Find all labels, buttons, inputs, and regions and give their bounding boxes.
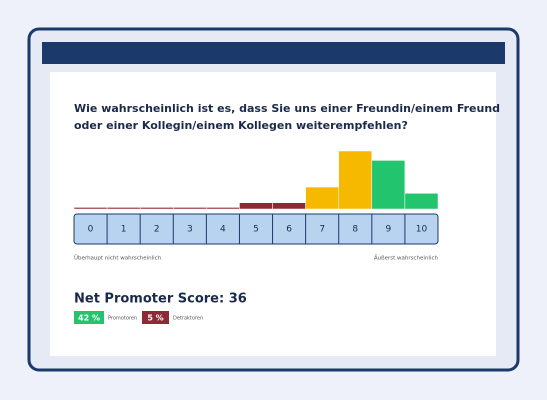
scale-number: 4 bbox=[220, 225, 226, 235]
scale-number: 6 bbox=[286, 225, 292, 235]
badge bbox=[142, 311, 169, 324]
scale-number: 0 bbox=[88, 225, 94, 235]
badge bbox=[74, 311, 104, 324]
nps-score: Net Promoter Score: 36 bbox=[74, 292, 247, 307]
bar bbox=[106, 207, 141, 210]
scale-number: 8 bbox=[352, 225, 358, 235]
window-header bbox=[42, 42, 505, 64]
bar bbox=[206, 207, 240, 210]
bar bbox=[139, 207, 174, 210]
question-line: Wie wahrscheinlich ist es, dass Sie uns … bbox=[74, 102, 500, 115]
scale-label-low: Überhaupt nicht wahrscheinlich bbox=[74, 255, 162, 262]
scale-label-high: Äußerst wahrscheinlich bbox=[374, 255, 439, 262]
badge-label: Promotoren bbox=[108, 316, 137, 322]
badge-value: 42 % bbox=[78, 314, 100, 323]
scale-number: 10 bbox=[416, 225, 428, 235]
bar bbox=[239, 202, 273, 210]
scale-number: 9 bbox=[385, 225, 391, 235]
bar bbox=[338, 150, 373, 210]
scale-box bbox=[73, 213, 439, 245]
bar bbox=[305, 186, 339, 210]
question-line: oder einer Kollegin/einem Kollegen weite… bbox=[74, 119, 408, 132]
bar bbox=[173, 207, 207, 210]
scale-number: 7 bbox=[319, 225, 325, 235]
bar bbox=[404, 193, 439, 210]
scale-number: 1 bbox=[121, 225, 127, 235]
scale-number: 5 bbox=[253, 225, 259, 235]
scale-number: 3 bbox=[187, 225, 193, 235]
scale-number: 2 bbox=[154, 225, 160, 235]
bar bbox=[272, 202, 306, 210]
bar bbox=[73, 207, 108, 210]
badge-label: Detraktoren bbox=[173, 316, 203, 322]
badge-value: 5 % bbox=[147, 314, 163, 323]
bar bbox=[371, 160, 406, 210]
